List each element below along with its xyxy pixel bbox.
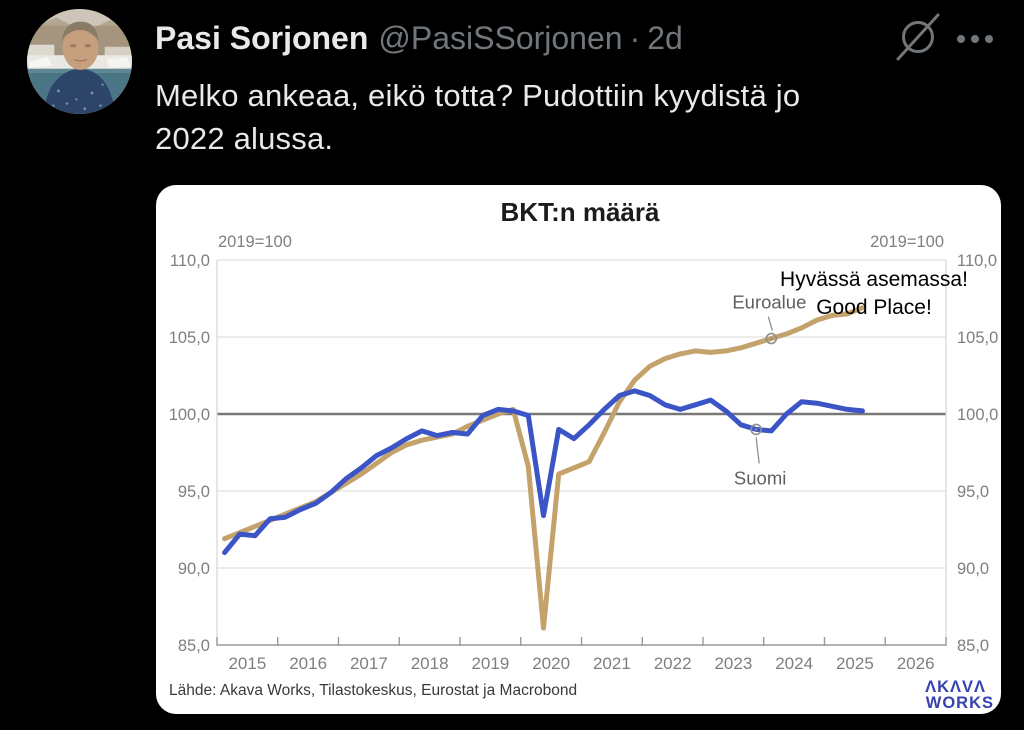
- author-name[interactable]: Pasi Sorjonen: [155, 20, 369, 56]
- timestamp[interactable]: 2d: [647, 20, 683, 56]
- svg-text:2022: 2022: [654, 654, 692, 673]
- svg-text:85,0: 85,0: [957, 637, 989, 655]
- chart-title: BKT:n määrä: [501, 197, 660, 227]
- more-dot: [957, 35, 965, 43]
- svg-text:2018: 2018: [411, 654, 449, 673]
- timestamp-separator: ·: [629, 20, 641, 56]
- grok-button[interactable]: [894, 12, 942, 62]
- series-label-suomi: Suomi: [734, 467, 786, 488]
- series-label-euroalue: Euroalue: [732, 292, 806, 313]
- svg-text:2021: 2021: [593, 654, 631, 673]
- avatar-photo: [27, 9, 132, 114]
- svg-text:2026: 2026: [897, 654, 935, 673]
- chart-grid: 110,0 110,0 105,0 105,0 100,0 100,0 95,0 95,0 90…: [169, 252, 999, 673]
- svg-text:100,0: 100,0: [169, 406, 210, 424]
- svg-text:2016: 2016: [289, 654, 327, 673]
- tweet-text-line-1: Melko ankeaa, eikö totta? Pudottiin kyyd…: [155, 78, 801, 113]
- index-note-left: 2019=100: [218, 233, 292, 251]
- tweet-text-line-2: 2022 alussa.: [155, 121, 334, 156]
- svg-text:2015: 2015: [228, 654, 266, 673]
- more-dot: [985, 35, 993, 43]
- svg-text:2017: 2017: [350, 654, 388, 673]
- svg-text:2019: 2019: [471, 654, 509, 673]
- index-note-right: 2019=100: [870, 233, 944, 251]
- svg-text:100,0: 100,0: [957, 406, 998, 424]
- svg-text:2023: 2023: [714, 654, 752, 673]
- tweet-header: Pasi Sorjonen @PasiSSorjonen · 2d: [155, 18, 855, 58]
- gdp-line-chart: 110,0 110,0 105,0 105,0 100,0 100,0 95,0 95,0 90…: [169, 197, 999, 712]
- akava-works-logo-line1: ΛKΛVΛ: [925, 678, 986, 696]
- author-handle[interactable]: @PasiSSorjonen: [378, 20, 623, 56]
- svg-text:2025: 2025: [836, 654, 874, 673]
- annotation-line-2: Good Place!: [816, 296, 932, 319]
- chart-callouts: Euroalue Suomi: [732, 292, 806, 489]
- svg-text:90,0: 90,0: [957, 560, 989, 578]
- svg-text:85,0: 85,0: [178, 637, 210, 655]
- tweet-media-chart[interactable]: 110,0 110,0 105,0 105,0 100,0 100,0 95,0 95,0 90…: [156, 185, 1001, 714]
- tweet-text: Melko ankeaa, eikö totta? Pudottiin kyyd…: [155, 74, 985, 160]
- annotation-line-1: Hyvässä asemassa!: [780, 268, 968, 291]
- grok-icon: [896, 13, 940, 61]
- svg-text:105,0: 105,0: [957, 329, 998, 347]
- svg-text:95,0: 95,0: [178, 483, 210, 501]
- more-dot: [971, 35, 979, 43]
- avatar[interactable]: [27, 9, 132, 114]
- chart-source: Lähde: Akava Works, Tilastokeskus, Euros…: [169, 682, 577, 699]
- svg-text:90,0: 90,0: [178, 560, 210, 578]
- more-button[interactable]: [957, 31, 1003, 47]
- svg-text:2020: 2020: [532, 654, 570, 673]
- svg-text:2024: 2024: [775, 654, 813, 673]
- svg-text:105,0: 105,0: [169, 329, 210, 347]
- svg-text:110,0: 110,0: [957, 252, 997, 270]
- svg-text:95,0: 95,0: [957, 483, 989, 501]
- akava-works-logo-line2: WORKS: [926, 694, 994, 712]
- svg-text:110,0: 110,0: [170, 252, 210, 270]
